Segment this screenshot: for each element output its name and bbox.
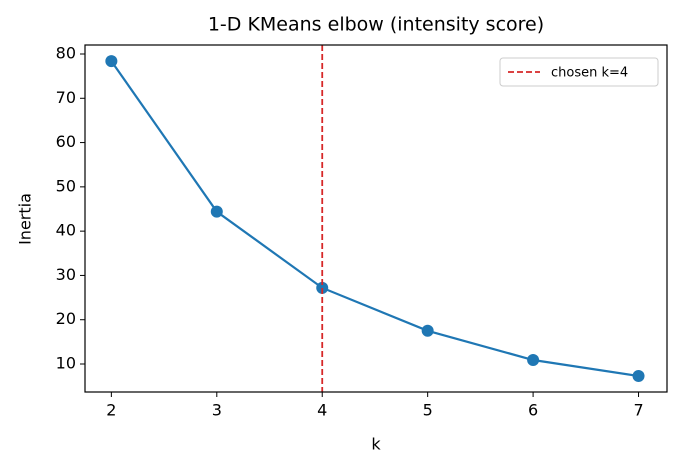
y-tick-label: 40	[56, 221, 76, 240]
legend-label: chosen k=4	[551, 66, 628, 81]
y-tick-label: 80	[56, 43, 76, 62]
y-tick-label: 50	[56, 176, 76, 195]
data-point	[105, 55, 118, 68]
data-point	[210, 205, 223, 218]
x-tick-label: 6	[528, 401, 538, 420]
x-tick-label: 7	[633, 401, 643, 420]
chart-title: 1-D KMeans elbow (intensity score)	[208, 14, 544, 36]
x-tick-label: 4	[317, 401, 327, 420]
series-line	[110, 60, 639, 378]
x-axis-label: k	[371, 435, 381, 454]
data-point	[316, 281, 329, 294]
y-tick-label: 20	[56, 309, 76, 328]
data-point	[527, 354, 540, 367]
x-tick-label: 2	[106, 401, 116, 420]
axes-frame	[84, 44, 668, 393]
y-tick-label: 70	[56, 88, 76, 107]
y-axis-label: Inertia	[16, 193, 35, 245]
data-point	[632, 369, 645, 382]
x-tick-label: 3	[212, 401, 222, 420]
legend-box	[499, 57, 659, 87]
y-tick-label: 10	[56, 354, 76, 373]
x-tick-label: 5	[423, 401, 433, 420]
y-tick-label: 30	[56, 265, 76, 284]
y-tick-label: 60	[56, 132, 76, 151]
data-point	[421, 324, 434, 337]
